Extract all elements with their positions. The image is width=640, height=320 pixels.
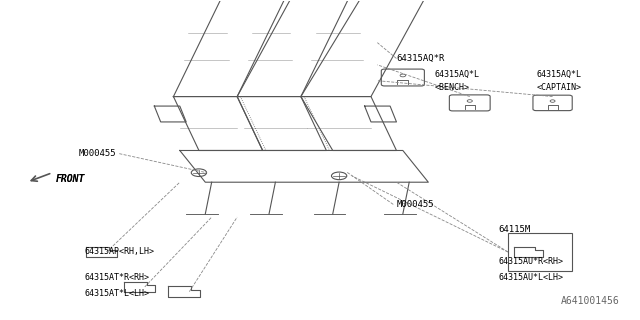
Text: FRONT: FRONT <box>56 174 85 184</box>
Text: <BENCH>: <BENCH> <box>435 83 470 92</box>
Text: A641001456: A641001456 <box>561 296 620 306</box>
Text: 64315AU*L<LH>: 64315AU*L<LH> <box>499 273 563 282</box>
Text: 64315AP<RH,LH>: 64315AP<RH,LH> <box>84 247 154 257</box>
Text: M000455: M000455 <box>79 149 116 158</box>
Bar <box>508 233 572 271</box>
Text: FRONT: FRONT <box>56 174 85 184</box>
Text: <CAPTAIN>: <CAPTAIN> <box>537 83 582 92</box>
Text: 64315AT*R<RH>: 64315AT*R<RH> <box>84 273 149 282</box>
Text: 64315AQ*L: 64315AQ*L <box>435 70 480 79</box>
Text: 64315AT*L<LH>: 64315AT*L<LH> <box>84 289 149 298</box>
Text: 64315AQ*R: 64315AQ*R <box>396 54 445 63</box>
Text: 64115M: 64115M <box>499 225 531 234</box>
Text: 64315AU*R<RH>: 64315AU*R<RH> <box>499 257 563 266</box>
Text: M000455: M000455 <box>396 200 434 209</box>
Text: 64315AQ*L: 64315AQ*L <box>537 70 582 79</box>
